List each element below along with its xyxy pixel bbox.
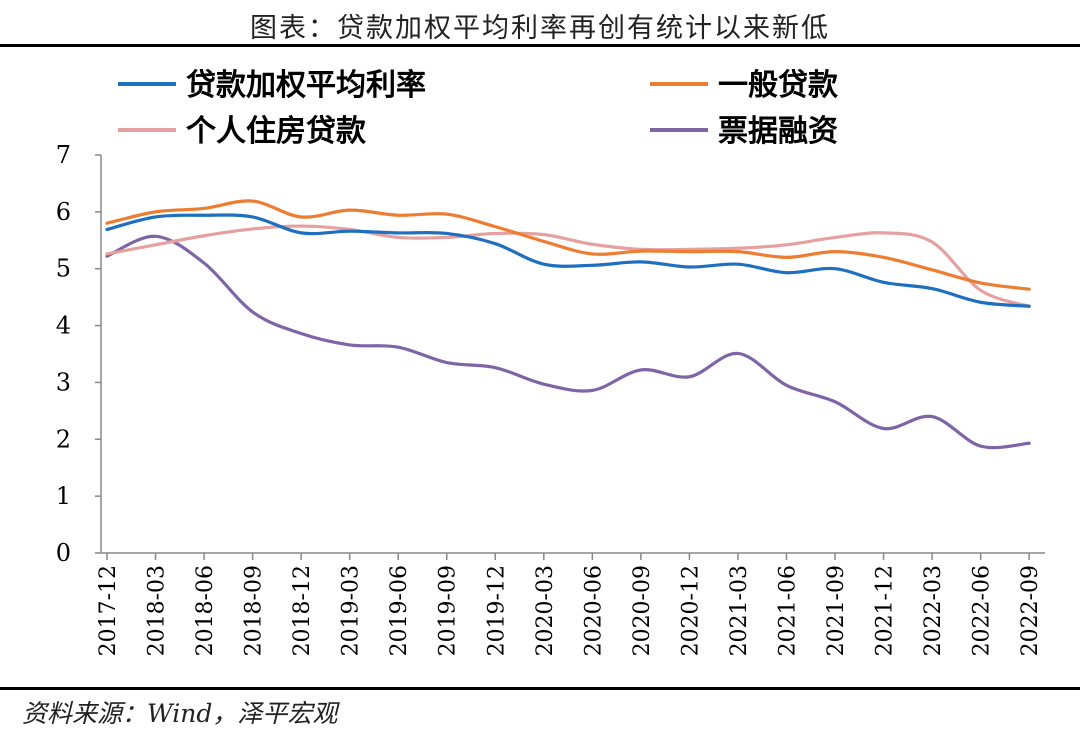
series-lines	[105, 199, 1031, 450]
x-tick-label: 2022-03	[921, 565, 946, 656]
x-tick-label: 2019-09	[436, 565, 461, 656]
series-line	[105, 234, 1031, 450]
x-tick-label: 2017-12	[96, 565, 121, 656]
legend-label: 票据融资	[718, 114, 838, 149]
y-tick-label: 3	[56, 368, 71, 396]
legend-label: 贷款加权平均利率	[186, 68, 426, 103]
x-tick-label: 2021-09	[824, 565, 849, 656]
y-tick-label: 6	[56, 198, 71, 226]
top-divider	[0, 44, 1080, 47]
x-tick-label: 2018-09	[242, 565, 267, 656]
series-line	[105, 213, 1031, 308]
chart-title: 图表：贷款加权平均利率再创有统计以来新低	[250, 13, 830, 44]
x-tick-label: 2021-12	[873, 565, 898, 656]
bottom-divider	[0, 687, 1080, 690]
x-tick-label: 2019-06	[387, 565, 412, 656]
y-tick-label: 4	[56, 312, 71, 340]
x-tick-label: 2020-09	[630, 565, 655, 656]
legend-label: 一般贷款	[718, 68, 839, 103]
y-tick-label: 7	[56, 141, 71, 169]
x-tick-label: 2019-03	[339, 565, 364, 656]
x-tick-label: 2020-03	[533, 565, 558, 656]
y-tick-label: 0	[56, 539, 71, 567]
tick-labels: 0 1 2 3 4 5 6 7 2017-12 2018-03 2018-06 2018-09 2018…	[56, 141, 1043, 656]
x-tick-label: 2022-06	[970, 565, 995, 656]
x-tick-label: 2021-06	[775, 565, 800, 656]
chart-axes	[95, 154, 1045, 560]
series-line	[105, 224, 1031, 308]
source-note: 资料来源：Wind，泽平宏观	[22, 699, 338, 728]
x-tick-label: 2020-06	[581, 565, 606, 656]
series-line	[105, 199, 1031, 291]
y-tick-label: 2	[56, 425, 71, 453]
x-tick-label: 2020-12	[678, 565, 703, 656]
y-tick-label: 5	[56, 255, 71, 283]
legend-label: 个人住房贷款	[186, 114, 367, 149]
x-tick-label: 2018-06	[193, 565, 218, 656]
x-tick-label: 2018-12	[290, 565, 315, 656]
x-tick-label: 2022-09	[1018, 565, 1043, 656]
x-tick-label: 2018-03	[145, 565, 170, 656]
x-tick-label: 2019-12	[484, 565, 509, 656]
y-tick-label: 1	[56, 482, 71, 510]
x-tick-label: 2021-03	[727, 565, 752, 656]
